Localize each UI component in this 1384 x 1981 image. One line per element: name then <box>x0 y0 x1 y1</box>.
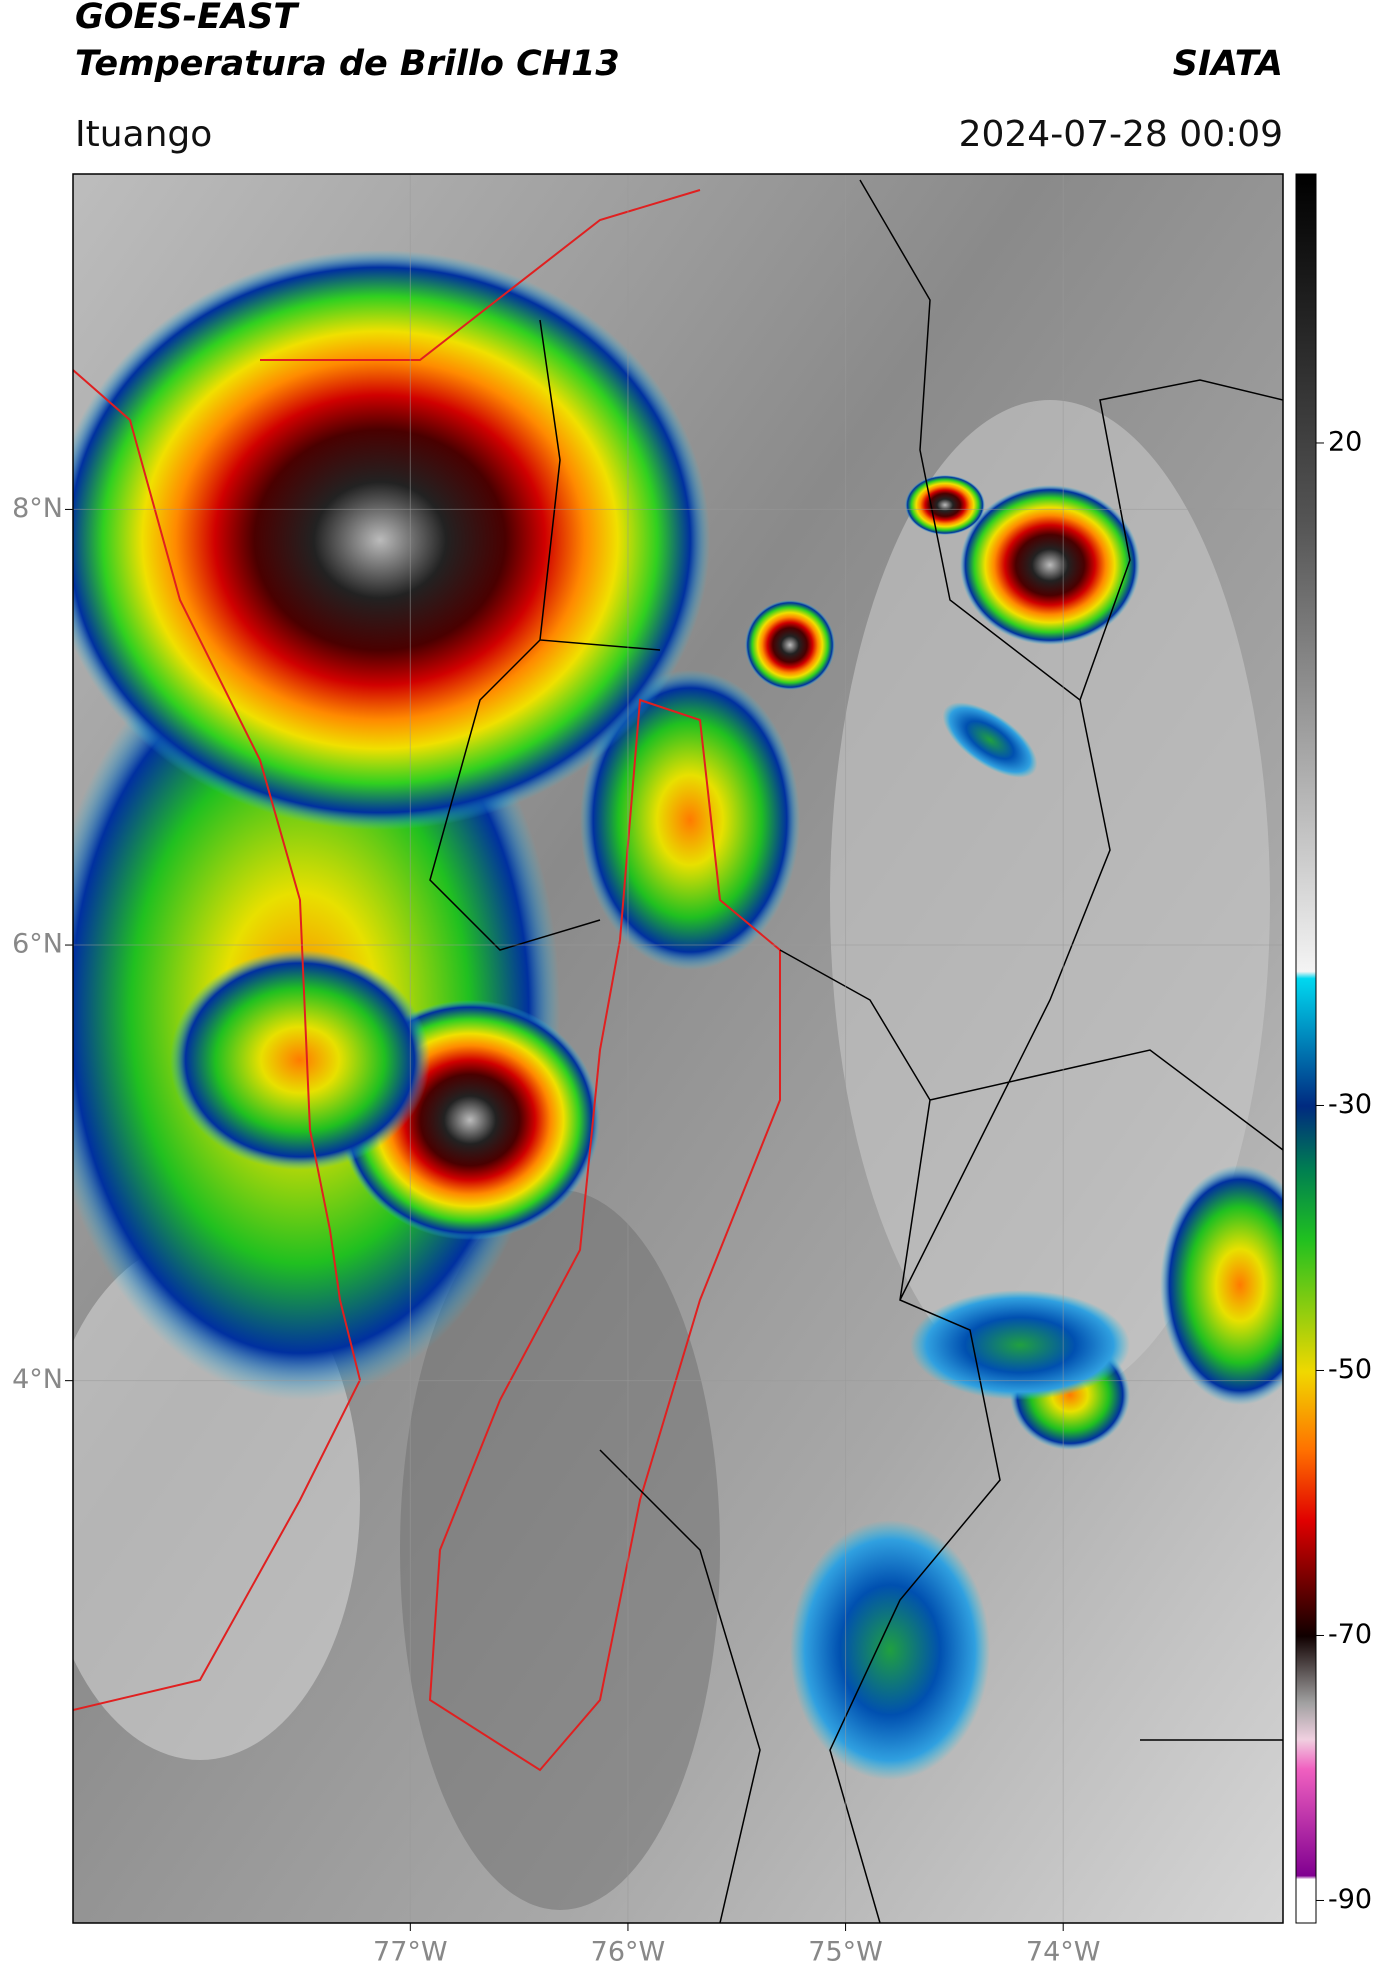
satellite-image <box>73 174 1283 1923</box>
colorbar-label: 20 <box>1328 426 1362 457</box>
graticule <box>73 174 1283 1923</box>
colorbar-label: -70 <box>1328 1619 1372 1650</box>
title: GOES-EAST <box>75 0 300 37</box>
x-tick-label: 77°W <box>373 1937 448 1968</box>
colorbar-label: -50 <box>1328 1354 1372 1385</box>
x-tick-label: 76°W <box>591 1937 666 1968</box>
map-frame <box>72 173 1284 1924</box>
x-tick-label: 74°W <box>1026 1937 1101 1968</box>
source: SIATA <box>1173 44 1283 84</box>
location: Ituango <box>75 114 212 155</box>
y-tick-label: 4°N <box>12 1364 63 1395</box>
x-tick-label: 75°W <box>808 1937 883 1968</box>
datetime: 2024-07-28 00:09 <box>959 114 1283 155</box>
y-tick-label: 8°N <box>12 493 63 524</box>
colorbar <box>1295 173 1317 1924</box>
colorbar-label: -30 <box>1328 1089 1372 1120</box>
y-tick-label: 6°N <box>12 929 63 960</box>
colorbar-label: -90 <box>1328 1884 1372 1915</box>
subtitle: Temperatura de Brillo CH13 <box>75 44 620 84</box>
